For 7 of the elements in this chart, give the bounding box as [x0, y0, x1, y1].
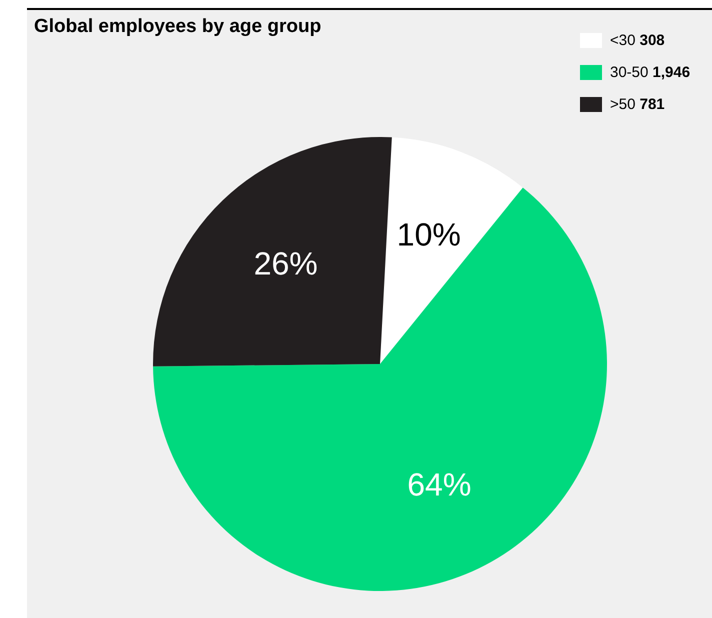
legend-label: <30 308: [610, 32, 665, 48]
chart-title: Global employees by age group: [34, 16, 322, 38]
legend-label: 30-50 1,946: [610, 64, 690, 80]
data-label: 10%: [396, 216, 461, 253]
data-label: 26%: [254, 246, 318, 282]
data-label: 64%: [407, 466, 472, 502]
legend-label: >50 781: [610, 96, 665, 112]
